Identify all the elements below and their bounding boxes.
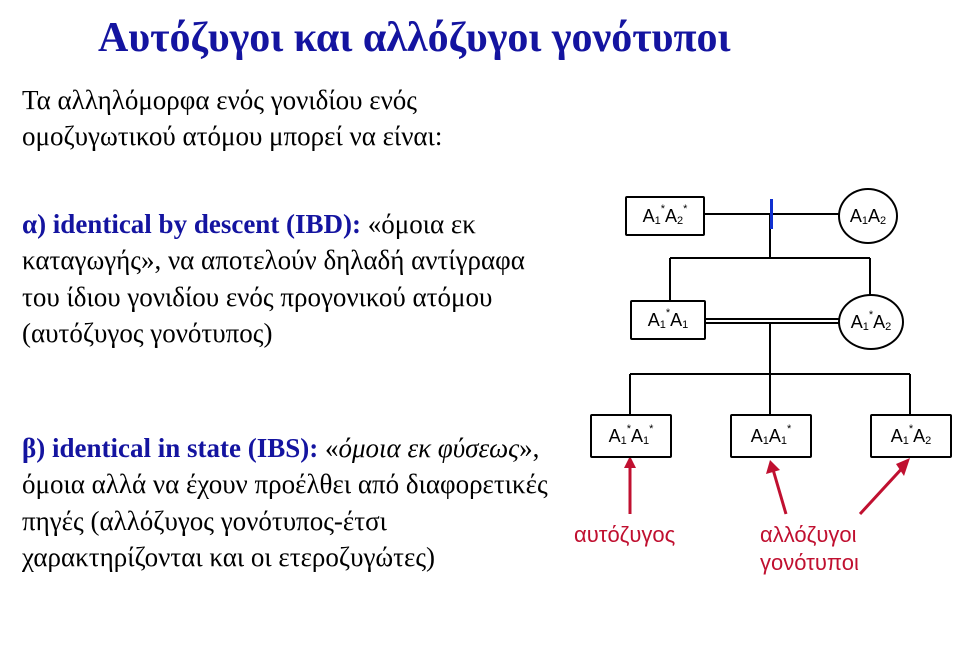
caption-allozygous-1: αλλόζυγοι — [760, 522, 856, 548]
node-c1: A1*A1* — [590, 414, 672, 458]
pedigree-diagram: A1*A2* A1A2 A1*A1 A1*A2 A1*A1* A1A1* A1*… — [570, 174, 950, 604]
beta-ital: όμοια εκ φύσεως — [338, 433, 519, 463]
node-m1: A1*A1 — [630, 300, 706, 340]
node-m2: A1*A2 — [838, 294, 904, 350]
intro-text: Τα αλληλόμορφα ενός γονιδίου ενός ομοζυγ… — [22, 82, 562, 155]
node-p1: A1*A2* — [625, 196, 705, 236]
caption-autozygous: αυτόζυγος — [574, 522, 675, 548]
blue-separator — [770, 199, 773, 229]
alpha-block: α) identical by descent (IBD): «όμοια εκ… — [22, 206, 562, 352]
page-title: Αυτόζυγοι και αλλόζυγοι γονότυποι — [98, 14, 731, 62]
node-c3: A1*A2 — [870, 414, 952, 458]
node-c2: A1A1* — [730, 414, 812, 458]
beta-pre: « — [325, 433, 339, 463]
node-p2: A1A2 — [838, 188, 898, 244]
beta-block: β) identical in state (IBS): «όμοια εκ φ… — [22, 430, 562, 576]
beta-lead: β) identical in state (IBS): — [22, 433, 318, 463]
alpha-lead: α) identical by descent (IBD): — [22, 209, 361, 239]
caption-allozygous-2: γονότυποι — [760, 550, 859, 576]
